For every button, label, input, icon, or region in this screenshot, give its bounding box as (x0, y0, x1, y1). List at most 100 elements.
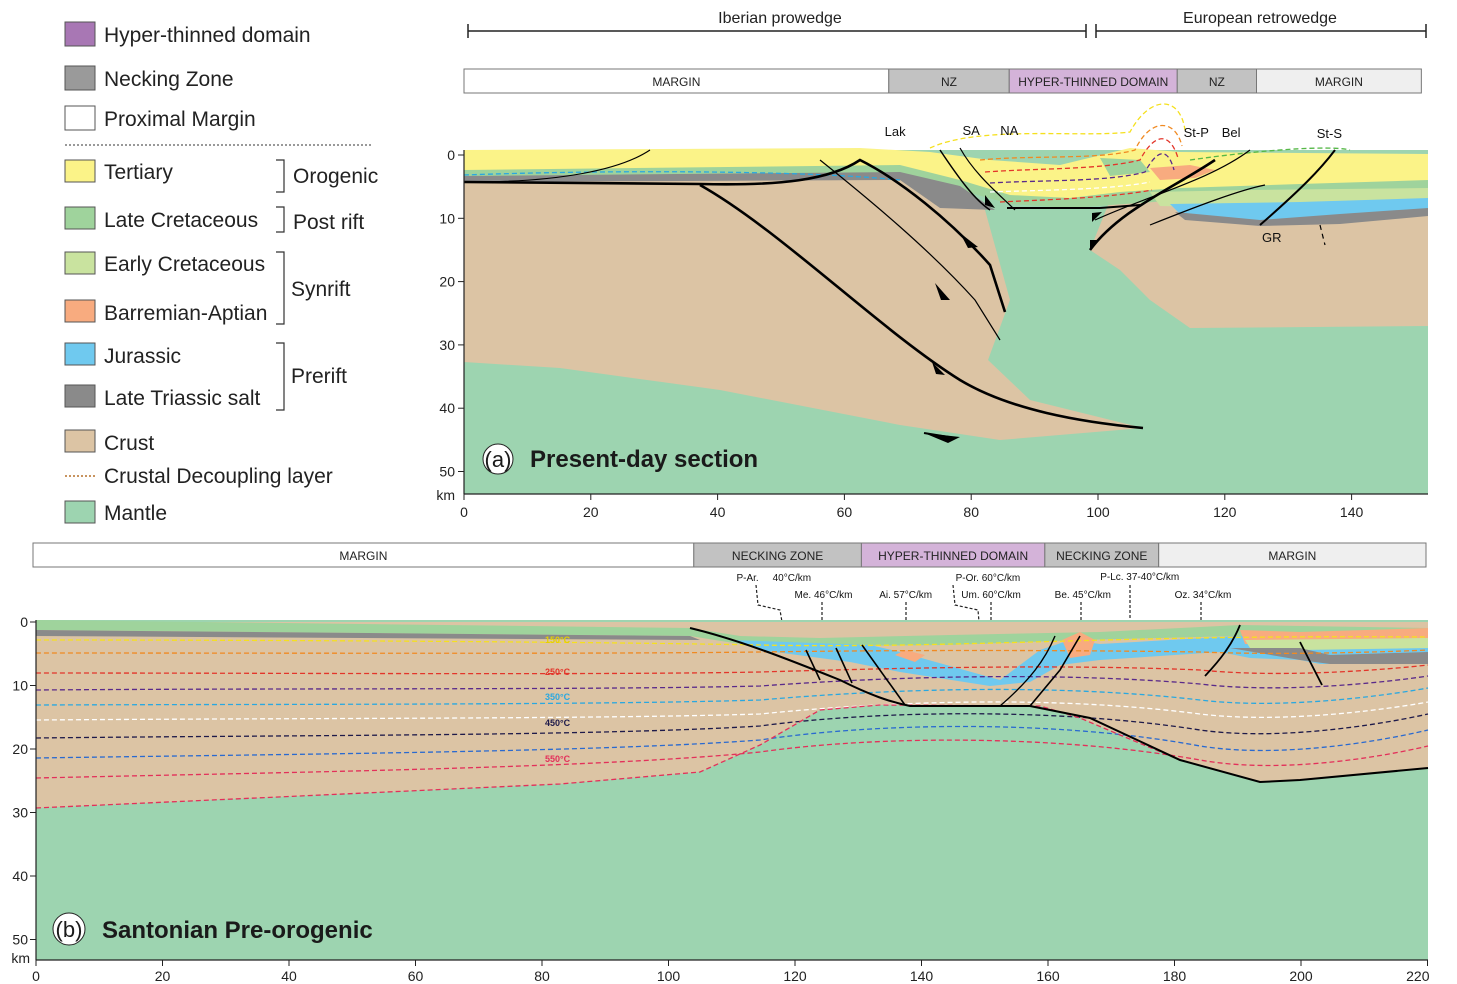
y-tick-label: 50 (439, 464, 455, 480)
legend-item-decoupling: Crustal Decoupling layer (65, 465, 333, 488)
place-label-st-p: St-P (1184, 125, 1209, 140)
domain-segment: NZ (1176, 68, 1257, 94)
thermal-gradient-labels: P-Ar. 40°C/km Me. 46°C/km Ai. 57°C/km P-… (736, 572, 1231, 623)
isotherm-label-550: 550°C (545, 754, 571, 764)
crust-b (36, 622, 1428, 808)
legend-label: Early Cretaceous (104, 253, 265, 276)
y-tick: 50 (12, 932, 36, 948)
legend-item-late-cretaceous: Late Cretaceous (64, 206, 258, 232)
main-thrust-a (463, 158, 1007, 313)
wedge-bars: Iberian prowedge European retrowedge (467, 10, 1427, 38)
swatch-barremian-aptian (64, 299, 96, 323)
fault (1149, 184, 1266, 226)
legend-item-crust: Crust (64, 429, 154, 455)
swatch-early-cretaceous (64, 251, 96, 275)
domain-bar-b: MARGIN NECKING ZONE HYPER-THINNED DOMAIN… (32, 542, 1427, 568)
leader-line (952, 584, 980, 623)
place-labels-a: Lak SA NA St-P Bel St-S (885, 123, 1343, 141)
x-tick: 80 (534, 960, 550, 984)
legend-label: Crustal Decoupling layer (104, 465, 333, 488)
domain-segment: MARGIN (1158, 542, 1427, 568)
dashed-line-green (1189, 147, 1351, 161)
legend-label: Crust (104, 432, 154, 455)
dashed-line-red-2 (999, 189, 1153, 203)
y-tick: 30 (12, 805, 36, 821)
legend: Hyper-thinned domain Necking Zone Proxim… (64, 21, 378, 525)
domain-segment-label: NECKING ZONE (1056, 549, 1147, 563)
y-tick: 30 (439, 337, 464, 353)
iberian-prowedge-label: Iberian prowedge (718, 10, 842, 27)
y-tick: 0 (447, 147, 464, 163)
arrow (1092, 212, 1102, 222)
fault (805, 649, 821, 681)
panel-b-letter-badge (52, 912, 86, 946)
fault (1299, 641, 1323, 686)
y-tick-label: 0 (20, 614, 28, 630)
panel-b-title: Santonian Pre-orogenic (102, 917, 373, 944)
panel-a-present-day: Iberian prowedge European retrowedge MAR… (436, 10, 1428, 520)
x-tick-label: 120 (783, 968, 807, 984)
barremian-aptian-basin (895, 650, 925, 662)
y-tick-label: 0 (447, 147, 455, 163)
dashed-line-red (984, 138, 1179, 173)
fault (1099, 204, 1141, 209)
x-tick: 120 (1213, 494, 1237, 520)
x-tick: 120 (783, 960, 807, 984)
dashed-line-white (989, 181, 1151, 193)
legend-item-tertiary: Tertiary (64, 159, 173, 184)
swatch-late-cretaceous (64, 206, 96, 230)
isotherm-250 (35, 664, 1429, 675)
domain-segment-label: MARGIN (1315, 75, 1363, 89)
y-tick: 0 (20, 614, 36, 630)
y-tick: 10 (12, 678, 36, 694)
x-tick-label: 80 (534, 968, 550, 984)
fault (835, 647, 853, 684)
x-tick: 140 (910, 960, 933, 984)
gradient-label: Ai. 57°C/km (879, 590, 932, 601)
fault (1319, 224, 1326, 246)
x-tick: 100 (657, 960, 680, 984)
x-tick-label: 0 (32, 968, 40, 984)
gradient-label: Be. 45°C/km (1055, 590, 1111, 601)
domain-segment-box (463, 68, 890, 94)
dashed-line-purple (989, 153, 1175, 184)
gradient-label: Me. 46°C/km (795, 590, 853, 601)
legend-label: Jurassic (104, 345, 181, 368)
domain-segment-box (1256, 68, 1422, 94)
triassic-salt-b-right (1230, 648, 1428, 664)
triassic-salt-iberian (464, 172, 995, 210)
panel-b-santonian: MARGIN NECKING ZONE HYPER-THINNED DOMAIN… (11, 542, 1430, 984)
late-cretaceous-core (1100, 158, 1150, 176)
swatch-late-triassic-salt (64, 384, 96, 408)
legend-item-proximal: Proximal Margin (64, 105, 256, 131)
panel-a-letter: (a) (485, 447, 512, 472)
x-tick: 220 (1406, 960, 1430, 984)
triassic-salt-a (1175, 208, 1428, 226)
arrow (960, 233, 978, 248)
domain-segment-label: MARGIN (652, 75, 700, 89)
legend-item-necking: Necking Zone (64, 65, 234, 91)
x-tick-label: 100 (1086, 504, 1110, 520)
fault (1094, 149, 1251, 221)
y-unit-a: km (436, 487, 455, 503)
x-tick-label: 40 (281, 968, 297, 984)
moho-b (1029, 705, 1429, 784)
x-tick-label: 120 (1213, 504, 1237, 520)
domain-bar-a: MARGIN NZ HYPER-THINNED DOMAIN NZ MARGIN (463, 68, 1422, 94)
dashed-line-orange (979, 124, 1183, 161)
arrow (924, 433, 960, 443)
x-tick-label: 60 (408, 968, 424, 984)
x-tick-label: 200 (1289, 968, 1313, 984)
bracket-prerift (276, 342, 285, 411)
domain-segment-label: HYPER-THINNED DOMAIN (878, 549, 1028, 563)
section-a-geology: GR (463, 103, 1428, 494)
place-label-na: NA (1000, 123, 1018, 138)
panel-a-letter-badge (482, 443, 514, 475)
legend-item-hyper-thinned: Hyper-thinned domain (64, 21, 311, 47)
x-tick-label: 140 (1340, 504, 1364, 520)
domain-segment-box (1158, 542, 1427, 568)
fault (819, 159, 1001, 341)
isotherm-label-450: 450°C (545, 718, 571, 728)
y-tick: 40 (439, 400, 464, 416)
